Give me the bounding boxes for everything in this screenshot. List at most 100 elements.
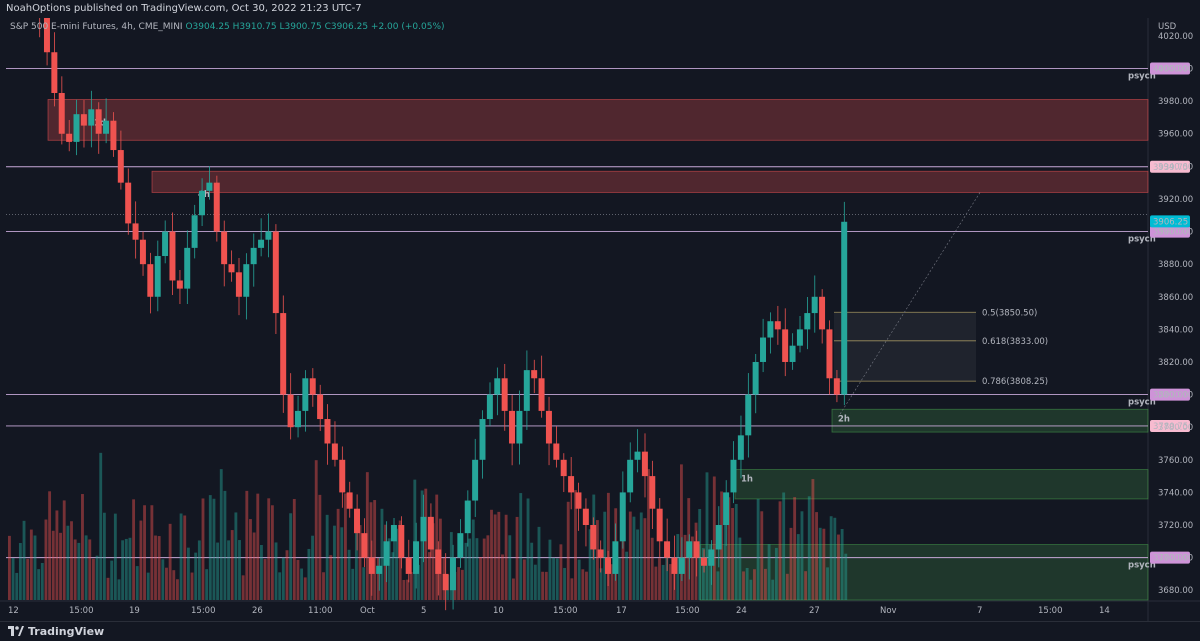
demand-zone[interactable] xyxy=(831,408,1149,433)
volume-bar xyxy=(669,564,672,600)
volume-bar xyxy=(596,520,599,600)
candle-body xyxy=(199,190,205,216)
candle-body xyxy=(619,492,626,542)
candle-body xyxy=(413,541,420,574)
volume-bar xyxy=(537,526,541,600)
candle-body xyxy=(280,313,287,395)
price-chart[interactable]: 1d4h2h1hpsych4000.003939.75psych3900.00p… xyxy=(0,18,1200,621)
candle-body xyxy=(649,476,656,509)
trend-line[interactable] xyxy=(837,192,981,418)
volume-bar xyxy=(844,553,848,600)
volume-bar xyxy=(501,554,504,600)
volume-bar xyxy=(311,535,314,600)
candle-body xyxy=(693,541,700,558)
candle-body xyxy=(605,557,611,574)
volume-bar xyxy=(504,514,508,600)
candle-body xyxy=(235,272,242,297)
candle-body xyxy=(708,549,715,566)
volume-bar xyxy=(18,543,22,600)
time-tick: Nov xyxy=(880,606,897,616)
price-tick: 3960.00 xyxy=(1158,130,1193,140)
level-tag: psych xyxy=(1128,72,1156,82)
volume-bar xyxy=(581,569,585,600)
candle-body xyxy=(664,541,671,558)
volume-bar xyxy=(665,549,669,600)
footer-bar: TradingView xyxy=(0,621,1200,641)
price-tick: 3840.00 xyxy=(1158,325,1193,335)
price-tick: 3880.00 xyxy=(1158,260,1193,270)
volume-bar xyxy=(292,498,296,600)
supply-zone[interactable] xyxy=(151,170,1149,193)
candle-body xyxy=(745,394,752,436)
candle-body xyxy=(509,410,516,444)
level-tag: psych xyxy=(1128,235,1156,245)
volume-bar xyxy=(753,569,756,600)
volume-bar xyxy=(216,542,220,600)
volume-bar xyxy=(837,534,840,600)
candle-body xyxy=(486,394,493,420)
volume-bar xyxy=(186,547,190,600)
candle-body xyxy=(723,492,730,526)
volume-bar xyxy=(694,522,698,600)
time-tick: 15:00 xyxy=(191,606,216,616)
volume-bar xyxy=(168,523,172,600)
volume-bar xyxy=(376,558,380,600)
time-tick: Oct xyxy=(360,606,375,616)
volume-bar xyxy=(559,544,563,600)
tradingview-logo[interactable]: TradingView xyxy=(8,625,104,638)
volume-bar xyxy=(267,498,271,600)
candle-body xyxy=(494,378,501,395)
volume-bar xyxy=(296,559,300,600)
fib-label: 0.5(3850.50) xyxy=(982,308,1037,318)
price-label-box xyxy=(1150,160,1190,173)
volume-bar xyxy=(201,498,205,600)
volume-bar xyxy=(658,558,661,600)
volume-bar xyxy=(281,557,285,600)
candle-body xyxy=(531,370,538,379)
demand-zone[interactable] xyxy=(699,544,1149,601)
volume-bar xyxy=(354,513,358,600)
candle-body xyxy=(833,378,840,395)
price-tick: 4000.00 xyxy=(1158,65,1193,75)
volume-bar xyxy=(197,540,201,600)
volume-bar xyxy=(48,491,52,600)
volume-bar xyxy=(44,519,48,600)
volume-bar xyxy=(541,571,545,600)
candle-body xyxy=(154,256,161,297)
volume-bar xyxy=(610,564,614,600)
candle-body xyxy=(641,451,648,477)
candle-body xyxy=(597,549,604,558)
candle-body xyxy=(590,525,597,550)
volume-bar xyxy=(785,573,789,600)
volume-bar xyxy=(157,536,161,600)
time-tick: 19 xyxy=(129,606,140,616)
candle-body xyxy=(213,182,220,232)
volume-bar xyxy=(92,558,95,600)
chart-area[interactable]: 1d4h2h1hpsych4000.003939.75psych3900.00p… xyxy=(0,18,1200,621)
volume-bar xyxy=(778,501,782,600)
candle-body xyxy=(523,370,530,411)
volume-bar xyxy=(66,525,70,600)
volume-bar xyxy=(647,469,650,600)
price-tick: 3940.00 xyxy=(1158,162,1193,172)
volume-bar xyxy=(716,571,720,600)
candle-body xyxy=(346,492,353,509)
price-tick: 3680.00 xyxy=(1158,586,1193,596)
candle-body xyxy=(686,541,693,558)
volume-bar xyxy=(146,572,150,600)
candle-body xyxy=(243,264,250,297)
price-tick: 3720.00 xyxy=(1158,521,1193,531)
time-tick: 12 xyxy=(8,606,19,616)
volume-bar xyxy=(654,566,658,600)
volume-bar xyxy=(95,555,99,600)
supply-zone[interactable] xyxy=(47,99,1149,141)
candle-body xyxy=(398,525,405,558)
candle-body xyxy=(671,557,678,574)
candle-body xyxy=(258,239,265,248)
volume-bar xyxy=(37,569,41,600)
candle-body xyxy=(331,443,338,460)
demand-zone[interactable] xyxy=(734,469,1149,500)
volume-bar xyxy=(135,566,139,600)
candle-body xyxy=(206,182,213,191)
volume-bar xyxy=(70,521,73,600)
